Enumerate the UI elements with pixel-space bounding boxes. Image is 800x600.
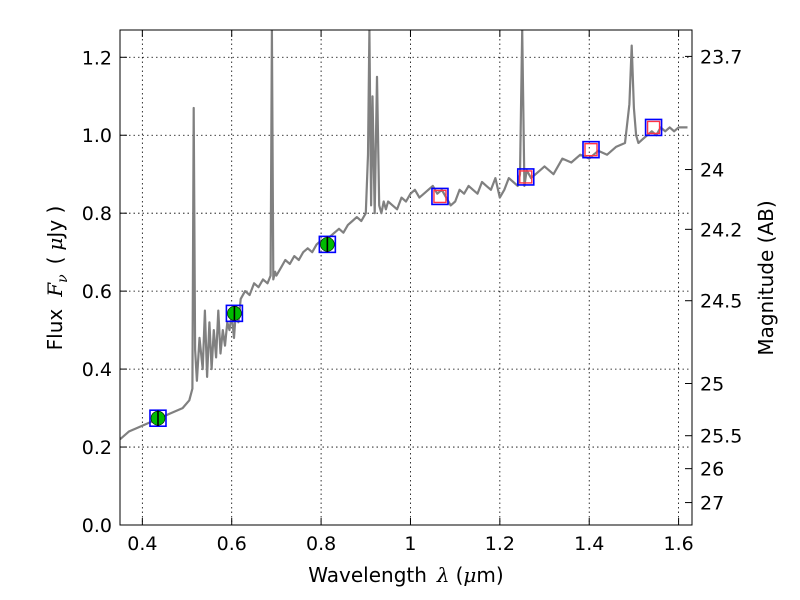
grid bbox=[120, 30, 692, 526]
spectrum-line bbox=[120, 30, 688, 441]
x-tick-label-6: 1.6 bbox=[663, 533, 693, 555]
y-tick-label-5: 1.0 bbox=[82, 125, 112, 147]
model-box-nir-inner-0 bbox=[433, 189, 447, 204]
model-box-optical-1 bbox=[225, 304, 244, 323]
model-box-nir-inner-2 bbox=[584, 142, 598, 157]
model-box-nir-2 bbox=[582, 140, 600, 159]
model-box-nir-3 bbox=[644, 118, 663, 137]
x-tick-label-4: 1.2 bbox=[485, 533, 515, 555]
plot-frame bbox=[119, 29, 693, 526]
y-tick-label-6: 1.2 bbox=[82, 47, 112, 69]
mag-tick-label-6: 26 bbox=[700, 459, 724, 481]
mag-tick-label-7: 27 bbox=[700, 493, 724, 515]
model-box-nir-0 bbox=[431, 187, 449, 206]
mag-tick-label-2: 24.2 bbox=[700, 219, 742, 241]
y-axis-label: FluxFν(μJy ) bbox=[43, 206, 71, 351]
x-tick-label-1: 0.6 bbox=[217, 533, 247, 555]
y-tick-label-3: 0.6 bbox=[82, 281, 112, 303]
ticks: 0.4 0.6 0.8 1 1.2 1.4 1.6 0.0 0.2 0.4 0.6 0.8 1.0 1.2… bbox=[82, 30, 742, 555]
x-tick-label-0: 0.4 bbox=[127, 533, 157, 555]
mag-tick-label-4: 25 bbox=[700, 373, 724, 395]
y-tick-label-4: 0.8 bbox=[82, 203, 112, 225]
marker-layer bbox=[149, 118, 663, 428]
spectrum-layer bbox=[120, 30, 688, 441]
model-box-nir-inner-3 bbox=[646, 120, 661, 135]
y2-axis-label: Magnitude (AB) bbox=[754, 200, 778, 355]
mag-tick-label-1: 24 bbox=[700, 160, 724, 182]
model-box-optical-0 bbox=[149, 409, 167, 428]
x-axis-label: Wavelength λ (μm) bbox=[308, 563, 503, 587]
model-box-nir-inner-1 bbox=[519, 170, 533, 184]
x-tick-label-3: 1 bbox=[404, 533, 416, 555]
y-tick-label-1: 0.2 bbox=[82, 437, 112, 459]
mag-tick-label-5: 25.5 bbox=[700, 426, 742, 448]
mag-tick-label-3: 24.5 bbox=[700, 291, 742, 313]
x-tick-label-5: 1.4 bbox=[574, 533, 604, 555]
model-box-optical-2 bbox=[318, 235, 337, 254]
y-tick-label-2: 0.4 bbox=[82, 359, 112, 381]
mag-tick-label-0: 23.7 bbox=[700, 46, 742, 68]
y-tick-label-0: 0.0 bbox=[82, 515, 112, 537]
x-tick-label-2: 0.8 bbox=[306, 533, 336, 555]
model-box-nir-1 bbox=[516, 168, 535, 186]
